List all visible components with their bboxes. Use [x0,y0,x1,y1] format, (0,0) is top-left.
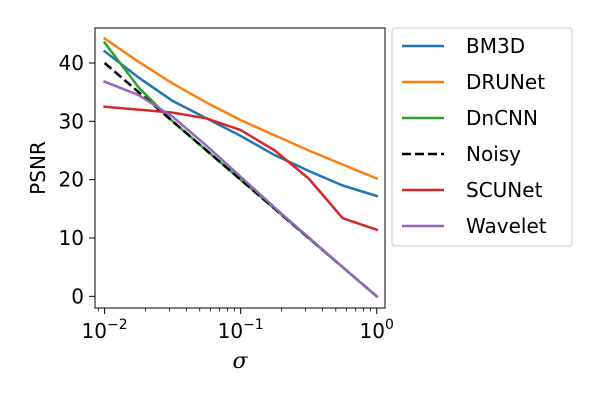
legend-label-scunet: SCUNet [466,178,543,202]
plot-frame [94,27,386,309]
y-tick-label: 30 [59,109,84,133]
x-tick-base: 10 [360,319,385,343]
series-line-wavelet [102,80,379,299]
series-layer [102,36,379,299]
y-axis-ticks: 0 10 20 30 40 [59,51,95,308]
x-axis-ticks: 10−2 10−1 100 [82,308,394,343]
series-line-drunet [102,36,379,181]
y-tick-label: 20 [59,168,84,192]
legend: BM3D DRUNet DnCNN Noisy SCUNet Wavelet [391,27,573,247]
legend-label-drunet: DRUNet [466,70,545,94]
legend-label-noisy: Noisy [466,142,521,166]
y-tick-label: 0 [71,284,84,308]
x-tick-label: 10−2 [82,317,128,343]
series-line-dncnn [102,40,379,299]
x-tick-exponent: −2 [107,317,128,333]
series-line-bm3d [102,49,379,198]
x-tick-base: 10 [82,319,107,343]
x-tick-label: 10−1 [218,317,264,343]
x-tick-exponent: −1 [243,317,264,333]
legend-label-bm3d: BM3D [466,34,525,58]
x-tick-exponent: 0 [385,317,394,333]
y-axis-label: PSNR [26,141,50,195]
y-tick-label: 10 [59,226,84,250]
x-axis-label: σ [232,349,248,374]
legend-label-dncnn: DnCNN [466,106,538,130]
x-tick-label: 100 [360,317,394,343]
x-tick-base: 10 [218,319,243,343]
series-line-scunet [103,105,379,232]
legend-label-wavelet: Wavelet [466,214,547,238]
y-tick-label: 40 [59,51,84,75]
